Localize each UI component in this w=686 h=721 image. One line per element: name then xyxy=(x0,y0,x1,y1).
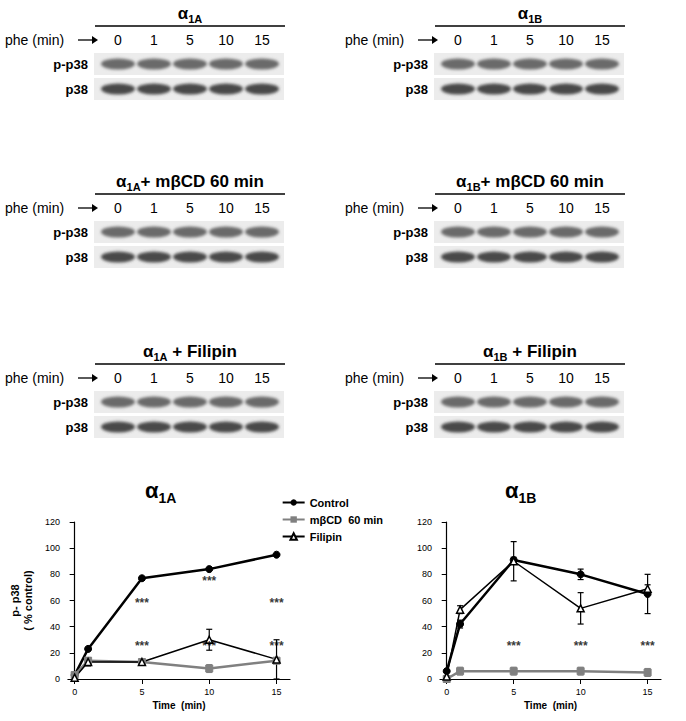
svg-text:1: 1 xyxy=(490,370,498,386)
svg-text:10: 10 xyxy=(576,687,586,697)
svg-text:60: 60 xyxy=(422,596,432,606)
svg-text:5: 5 xyxy=(526,370,534,386)
svg-text:5: 5 xyxy=(186,200,194,216)
svg-text:60: 60 xyxy=(50,596,60,606)
svg-text:α1B + Filipin: α1B + Filipin xyxy=(483,342,577,363)
svg-text:1A: 1A xyxy=(159,490,177,506)
svg-text:p-p38: p-p38 xyxy=(53,57,88,72)
svg-text:10: 10 xyxy=(558,32,574,48)
svg-text:***: *** xyxy=(135,596,149,610)
svg-text:***: *** xyxy=(135,639,149,653)
svg-text:10: 10 xyxy=(204,687,214,697)
svg-text:15: 15 xyxy=(594,200,610,216)
svg-text:10: 10 xyxy=(558,200,574,216)
svg-text:5: 5 xyxy=(526,200,534,216)
svg-text:5: 5 xyxy=(139,687,144,697)
svg-text:15: 15 xyxy=(594,32,610,48)
svg-text:p-p38: p-p38 xyxy=(53,395,88,410)
svg-text:80: 80 xyxy=(50,569,60,579)
svg-text:100: 100 xyxy=(417,543,432,553)
svg-text:1B: 1B xyxy=(519,490,537,506)
svg-text:p-p38: p-p38 xyxy=(53,225,88,240)
svg-text:Time (min): Time (min) xyxy=(524,700,577,711)
svg-text:Control: Control xyxy=(310,497,349,509)
svg-text:p38: p38 xyxy=(406,420,428,435)
svg-text:5: 5 xyxy=(186,370,194,386)
svg-text:***: *** xyxy=(507,639,521,653)
svg-text:120: 120 xyxy=(417,517,432,527)
svg-text:20: 20 xyxy=(50,648,60,658)
svg-text:15: 15 xyxy=(254,200,270,216)
svg-text:***: *** xyxy=(270,596,284,610)
svg-text:α: α xyxy=(145,478,159,503)
svg-text:phe (min): phe (min) xyxy=(345,200,404,216)
svg-text:***: *** xyxy=(574,639,588,653)
svg-text:0: 0 xyxy=(454,200,462,216)
svg-text:p38: p38 xyxy=(66,420,88,435)
svg-text:15: 15 xyxy=(594,370,610,386)
svg-text:15: 15 xyxy=(643,687,653,697)
svg-text:α1A: α1A xyxy=(178,4,203,25)
svg-text:80: 80 xyxy=(422,569,432,579)
svg-text:α1A+ mβCD 60 min: α1A+ mβCD 60 min xyxy=(116,172,264,193)
svg-text:phe (min): phe (min) xyxy=(5,370,64,386)
svg-text:10: 10 xyxy=(218,32,234,48)
svg-text:Filipin: Filipin xyxy=(310,531,343,543)
svg-text:***: *** xyxy=(202,639,216,653)
svg-text:p38: p38 xyxy=(66,82,88,97)
svg-text:40: 40 xyxy=(50,622,60,632)
svg-text:p-p38: p-p38 xyxy=(393,395,428,410)
svg-text:phe (min): phe (min) xyxy=(5,32,64,48)
svg-text:1: 1 xyxy=(150,370,158,386)
svg-text:0: 0 xyxy=(55,674,60,684)
svg-text:α: α xyxy=(505,478,519,503)
svg-text:p- p38: p- p38 xyxy=(9,584,21,616)
svg-text:0: 0 xyxy=(427,674,432,684)
svg-text:p38: p38 xyxy=(406,82,428,97)
svg-text:5: 5 xyxy=(511,687,516,697)
svg-text:***: *** xyxy=(270,639,284,653)
svg-text:1: 1 xyxy=(490,200,498,216)
svg-text:15: 15 xyxy=(254,32,270,48)
svg-text:Time (min): Time (min) xyxy=(152,700,205,711)
svg-text:0: 0 xyxy=(454,370,462,386)
svg-text:p-p38: p-p38 xyxy=(393,57,428,72)
svg-text:0: 0 xyxy=(114,200,122,216)
svg-text:mβCD 60 min: mβCD 60 min xyxy=(310,514,384,526)
svg-text:5: 5 xyxy=(526,32,534,48)
svg-text:p38: p38 xyxy=(66,250,88,265)
svg-text:p-p38: p-p38 xyxy=(393,225,428,240)
svg-text:0: 0 xyxy=(114,32,122,48)
svg-text:10: 10 xyxy=(558,370,574,386)
svg-text:40: 40 xyxy=(422,622,432,632)
svg-text:α1B+ mβCD 60 min: α1B+ mβCD 60 min xyxy=(456,172,604,193)
svg-text:phe (min): phe (min) xyxy=(5,200,64,216)
svg-text:15: 15 xyxy=(272,687,282,697)
svg-text:p38: p38 xyxy=(406,250,428,265)
svg-text:100: 100 xyxy=(45,543,60,553)
svg-text:10: 10 xyxy=(218,200,234,216)
svg-text:10: 10 xyxy=(218,370,234,386)
svg-text:***: *** xyxy=(641,639,655,653)
svg-text:( % control): ( % control) xyxy=(22,570,34,631)
svg-text:1: 1 xyxy=(490,32,498,48)
svg-text:0: 0 xyxy=(114,370,122,386)
svg-text:1: 1 xyxy=(150,32,158,48)
svg-text:5: 5 xyxy=(186,32,194,48)
svg-text:15: 15 xyxy=(254,370,270,386)
svg-text:1: 1 xyxy=(150,200,158,216)
svg-text:phe (min): phe (min) xyxy=(345,370,404,386)
svg-text:0: 0 xyxy=(444,687,449,697)
svg-text:phe (min): phe (min) xyxy=(345,32,404,48)
svg-text:α1B: α1B xyxy=(518,4,543,25)
svg-text:***: *** xyxy=(202,574,216,588)
svg-text:α1A + Filipin: α1A + Filipin xyxy=(143,342,237,363)
svg-text:20: 20 xyxy=(422,648,432,658)
svg-text:120: 120 xyxy=(45,517,60,527)
svg-text:0: 0 xyxy=(72,687,77,697)
svg-text:0: 0 xyxy=(454,32,462,48)
